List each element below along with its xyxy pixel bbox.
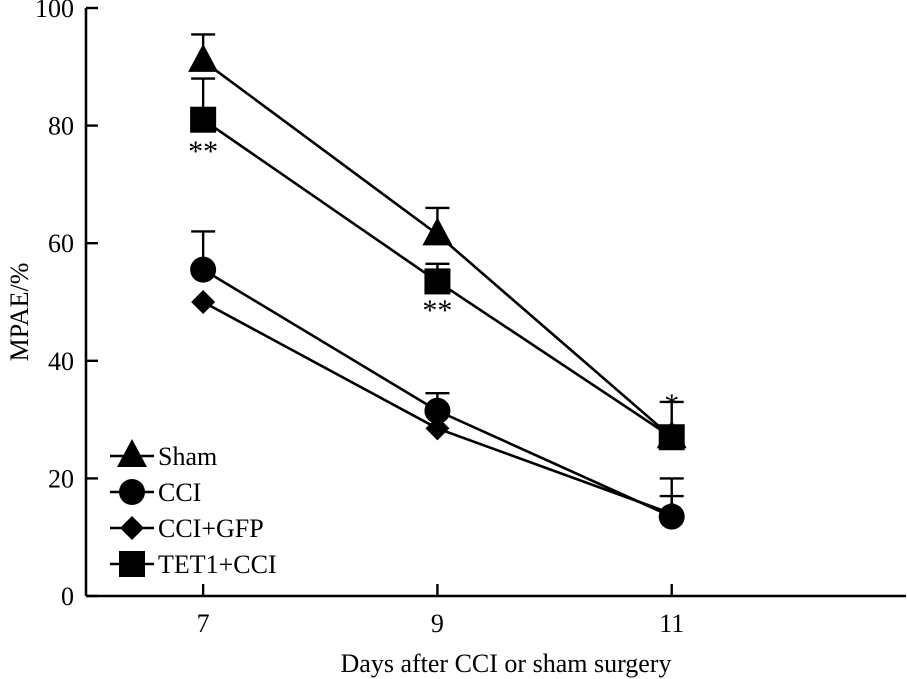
- legend-item: TET1+CCI: [110, 550, 277, 579]
- data-point-square: [424, 268, 451, 295]
- series-tet1-cci: [190, 77, 685, 451]
- legend-marker-circle: [119, 479, 145, 505]
- legend-marker-triangle: [117, 439, 147, 467]
- y-tick-label: 60: [48, 229, 74, 258]
- data-point-diamond: [425, 416, 450, 441]
- data-point-diamond: [191, 290, 216, 314]
- legend-label: Sham: [158, 442, 217, 471]
- x-tick-label: 9: [431, 609, 444, 638]
- legend-item: Sham: [110, 439, 217, 471]
- legend-label: TET1+CCI: [158, 550, 277, 579]
- data-point-circle: [424, 397, 451, 424]
- x-axis-title: Days after CCI or sham surgery: [341, 649, 672, 678]
- y-axis-title: MPAE/%: [5, 263, 34, 362]
- y-tick-label: 0: [61, 582, 74, 611]
- y-tick-label: 100: [35, 0, 74, 23]
- data-point-circle: [190, 256, 217, 283]
- y-ticks: 0 20 40 60 80 100: [35, 0, 98, 611]
- legend-marker-square: [119, 551, 145, 577]
- significance-mark: *: [664, 388, 679, 421]
- significance-mark: **: [422, 294, 452, 327]
- series-sham: [188, 33, 687, 449]
- significance-annotations: *****: [188, 135, 679, 421]
- data-point-square: [190, 106, 217, 133]
- legend: Sham CCI CCI+GFP TET1+CCI: [110, 439, 277, 579]
- series-line: [202, 59, 673, 439]
- data-point-square: [658, 424, 685, 451]
- x-tick-label: 7: [197, 609, 210, 638]
- x-ticks: 7 9 11: [197, 584, 684, 638]
- y-tick-label: 80: [48, 112, 74, 141]
- legend-item: CCI: [110, 478, 201, 507]
- legend-item: CCI+GFP: [110, 514, 264, 543]
- series-cci-gfp: [191, 290, 684, 526]
- data-point-triangle: [188, 43, 219, 72]
- legend-label: CCI: [158, 478, 201, 507]
- y-tick-label: 20: [48, 464, 74, 493]
- legend-label: CCI+GFP: [158, 514, 264, 543]
- significance-mark: **: [188, 135, 218, 168]
- y-tick-label: 40: [48, 347, 74, 376]
- series-layer: [188, 33, 687, 530]
- axes: [84, 8, 906, 598]
- data-point-diamond: [659, 501, 684, 526]
- x-tick-label: 11: [659, 609, 684, 638]
- data-point-triangle: [422, 217, 453, 246]
- legend-marker-diamond: [120, 516, 144, 540]
